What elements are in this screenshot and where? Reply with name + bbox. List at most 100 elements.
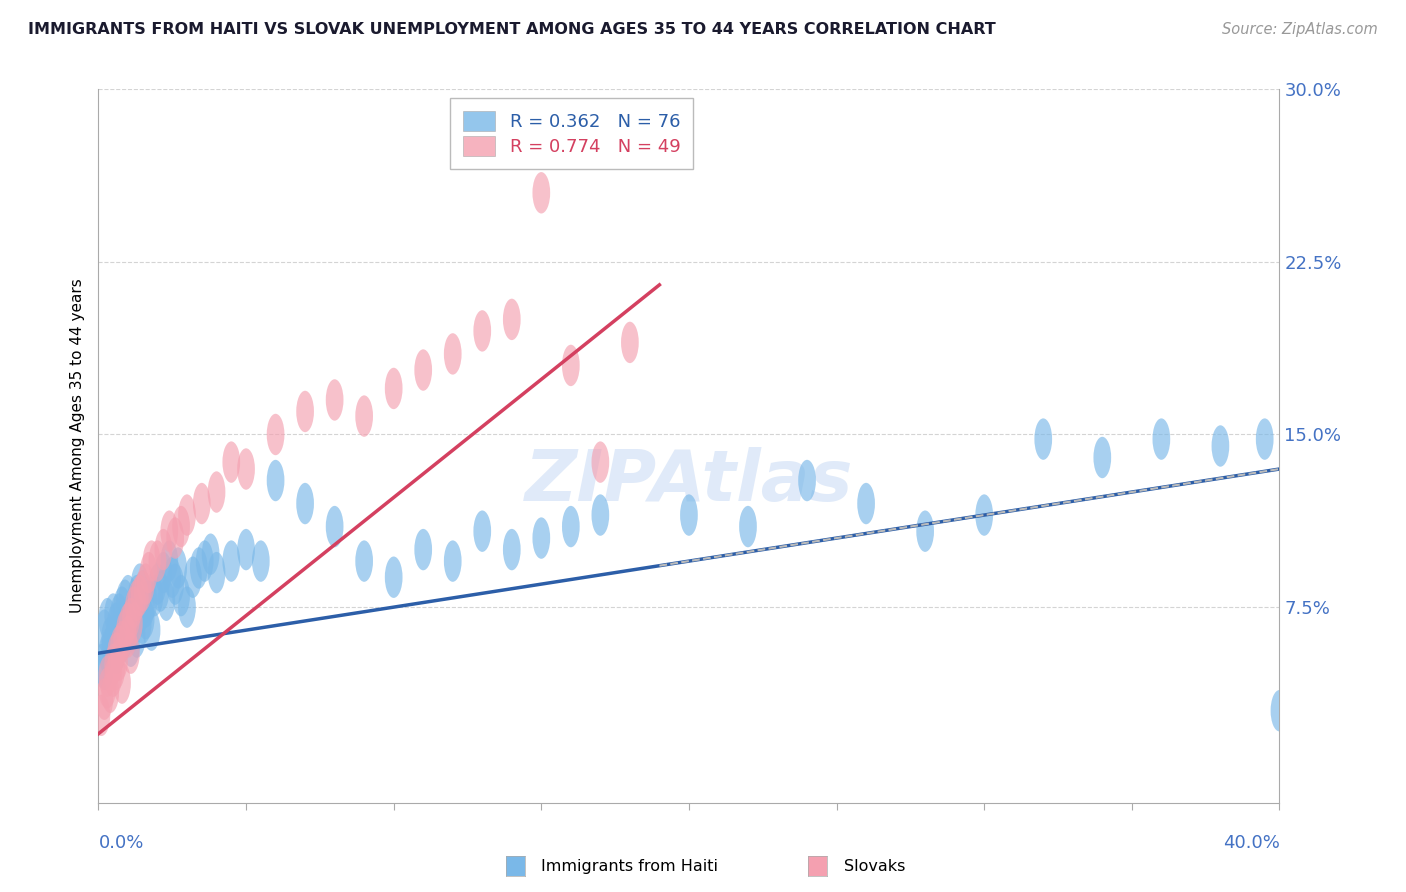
Ellipse shape [474, 510, 491, 552]
Ellipse shape [444, 541, 461, 582]
Ellipse shape [152, 570, 169, 612]
Ellipse shape [96, 609, 112, 651]
Ellipse shape [117, 609, 134, 651]
Ellipse shape [110, 593, 128, 635]
Ellipse shape [415, 350, 432, 391]
Ellipse shape [149, 541, 166, 582]
Ellipse shape [267, 414, 284, 455]
Ellipse shape [297, 391, 314, 433]
Ellipse shape [125, 586, 143, 628]
Ellipse shape [101, 616, 120, 657]
Ellipse shape [104, 593, 122, 635]
Ellipse shape [562, 344, 579, 386]
Ellipse shape [1035, 418, 1052, 459]
Ellipse shape [173, 575, 190, 616]
Text: Slovaks: Slovaks [844, 859, 905, 873]
Ellipse shape [149, 564, 166, 605]
Ellipse shape [146, 575, 163, 616]
Ellipse shape [101, 672, 120, 713]
Ellipse shape [131, 575, 149, 616]
Ellipse shape [1271, 690, 1288, 731]
Ellipse shape [125, 602, 143, 644]
Ellipse shape [110, 625, 128, 667]
Legend: R = 0.362   N = 76, R = 0.774   N = 49: R = 0.362 N = 76, R = 0.774 N = 49 [450, 98, 693, 169]
Ellipse shape [533, 172, 550, 213]
Ellipse shape [112, 586, 131, 628]
Ellipse shape [190, 548, 208, 589]
Ellipse shape [1256, 418, 1274, 459]
Ellipse shape [173, 506, 190, 548]
Ellipse shape [120, 602, 136, 644]
Ellipse shape [134, 602, 152, 644]
Ellipse shape [533, 517, 550, 558]
Ellipse shape [93, 644, 110, 685]
Ellipse shape [184, 557, 202, 598]
Ellipse shape [326, 379, 343, 421]
Ellipse shape [858, 483, 875, 524]
Ellipse shape [136, 586, 155, 628]
Ellipse shape [238, 449, 254, 490]
Ellipse shape [101, 625, 120, 667]
Ellipse shape [136, 598, 155, 640]
Ellipse shape [208, 552, 225, 593]
Ellipse shape [222, 442, 240, 483]
Ellipse shape [681, 494, 697, 536]
Ellipse shape [120, 616, 136, 657]
Ellipse shape [195, 541, 214, 582]
Ellipse shape [143, 541, 160, 582]
Ellipse shape [160, 510, 179, 552]
Ellipse shape [120, 575, 136, 616]
Ellipse shape [112, 663, 131, 704]
Ellipse shape [474, 310, 491, 351]
Ellipse shape [252, 541, 270, 582]
Ellipse shape [110, 640, 128, 681]
Ellipse shape [208, 471, 225, 513]
Ellipse shape [222, 541, 240, 582]
Ellipse shape [163, 557, 181, 598]
Ellipse shape [98, 632, 117, 673]
Ellipse shape [166, 517, 184, 558]
Text: 40.0%: 40.0% [1223, 834, 1279, 852]
Ellipse shape [104, 644, 122, 685]
Ellipse shape [155, 552, 173, 593]
Ellipse shape [128, 616, 146, 657]
Ellipse shape [104, 621, 122, 663]
Ellipse shape [592, 442, 609, 483]
Ellipse shape [917, 510, 934, 552]
Ellipse shape [356, 395, 373, 437]
Ellipse shape [110, 609, 128, 651]
Ellipse shape [131, 593, 149, 635]
Text: 0.0%: 0.0% [98, 834, 143, 852]
Ellipse shape [128, 575, 146, 616]
Ellipse shape [238, 529, 254, 570]
Ellipse shape [122, 625, 139, 667]
Ellipse shape [139, 580, 157, 621]
Ellipse shape [1153, 418, 1170, 459]
Ellipse shape [155, 529, 173, 570]
Y-axis label: Unemployment Among Ages 35 to 44 years: Unemployment Among Ages 35 to 44 years [69, 278, 84, 614]
Ellipse shape [385, 557, 402, 598]
Ellipse shape [503, 529, 520, 570]
Ellipse shape [202, 533, 219, 575]
Text: Immigrants from Haiti: Immigrants from Haiti [541, 859, 718, 873]
Ellipse shape [799, 459, 815, 501]
Ellipse shape [125, 602, 143, 644]
Ellipse shape [157, 580, 176, 621]
Ellipse shape [98, 656, 117, 697]
Text: Source: ZipAtlas.com: Source: ZipAtlas.com [1222, 22, 1378, 37]
Ellipse shape [503, 299, 520, 340]
Ellipse shape [107, 632, 125, 673]
Ellipse shape [117, 580, 134, 621]
Ellipse shape [385, 368, 402, 409]
Ellipse shape [326, 506, 343, 548]
Ellipse shape [131, 564, 149, 605]
Ellipse shape [139, 552, 157, 593]
Ellipse shape [98, 667, 117, 708]
Ellipse shape [169, 548, 187, 589]
Ellipse shape [122, 598, 139, 640]
Ellipse shape [117, 616, 134, 657]
Ellipse shape [976, 494, 993, 536]
Ellipse shape [1212, 425, 1229, 467]
Text: ZIPAtlas: ZIPAtlas [524, 447, 853, 516]
Ellipse shape [592, 494, 609, 536]
